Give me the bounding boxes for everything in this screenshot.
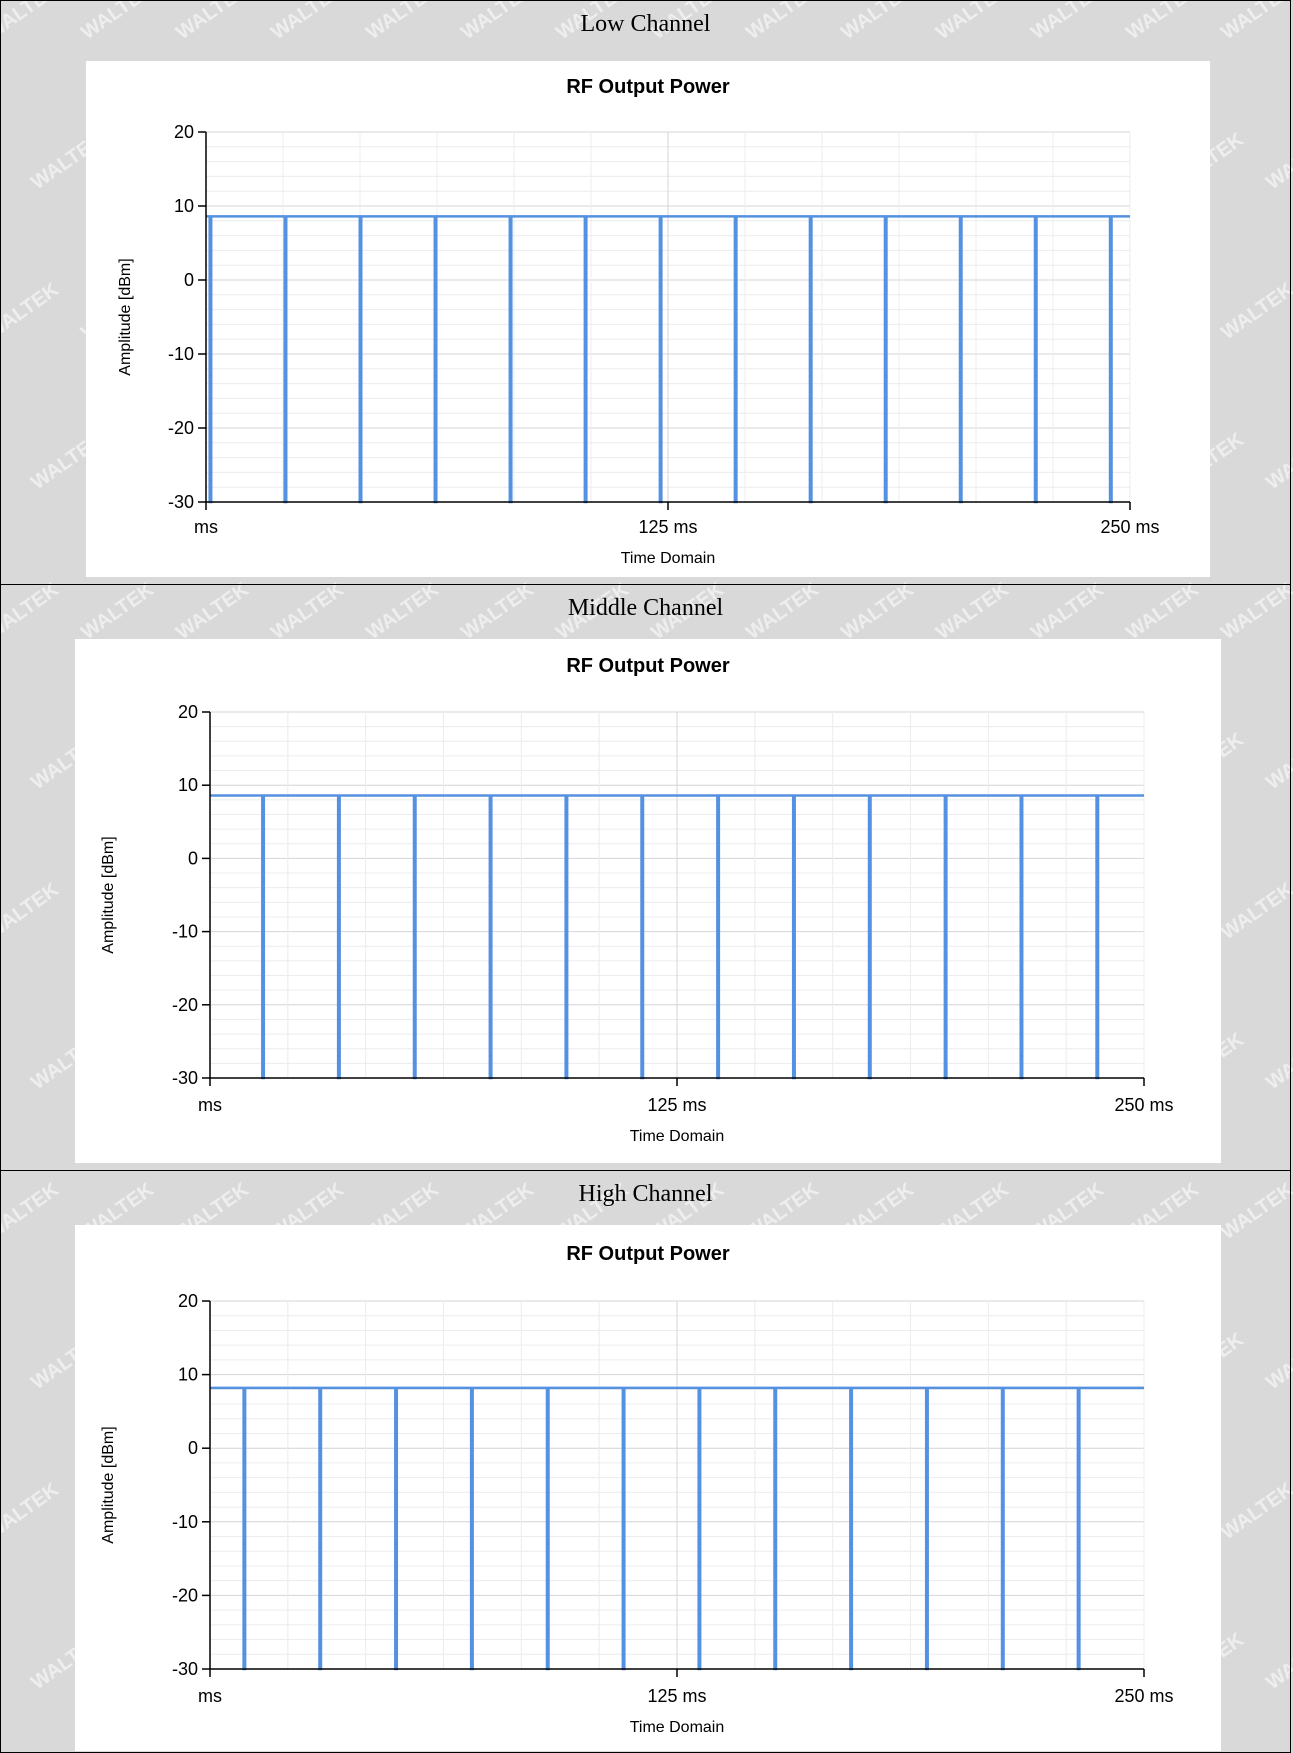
x-tick-label: 250 ms [1100, 517, 1159, 537]
y-axis-title: Amplitude [dBm] [117, 258, 134, 375]
panel-heading: High Channel [578, 1181, 713, 1207]
panel-heading: Low Channel [580, 11, 711, 37]
y-tick-label: -20 [172, 995, 198, 1015]
series-line [210, 1386, 1144, 1671]
cell-high-channel: High Channel RF Output Power 20 10 0 -10 -20 -… [0, 1170, 1291, 1753]
y-tick-label: -20 [168, 418, 194, 438]
y-tick-label: 0 [188, 1438, 198, 1458]
chart-panel: RF Output Power 20 10 0 -10 -20 -30 ms 125 ms 250… [75, 1225, 1221, 1751]
chart-panel: RF Output Power 20 10 0 -10 -20 -30 ms 125 ms 250… [86, 61, 1210, 577]
y-tick-label: 10 [174, 196, 194, 216]
y-tick-label: 20 [178, 702, 198, 722]
grid [209, 711, 1145, 1079]
y-tick-label: 20 [178, 1291, 198, 1311]
x-axis-title: Time Domain [630, 1719, 725, 1736]
y-tick-label: 0 [188, 848, 198, 868]
x-tick-label: ms [198, 1095, 222, 1115]
y-tick-label: -30 [172, 1659, 198, 1679]
x-tick-label: 125 ms [647, 1686, 706, 1706]
y-tick-label: -10 [172, 922, 198, 942]
y-tick-label: -30 [168, 492, 194, 512]
cell-middle-channel: Middle Channel RF Output Power 20 10 0 -10 -2… [0, 584, 1291, 1171]
grid [205, 131, 1131, 503]
series-line [210, 794, 1144, 1080]
panel-heading: Middle Channel [567, 595, 724, 621]
chart-title: RF Output Power [566, 655, 730, 677]
chart-title: RF Output Power [566, 76, 730, 98]
grid [209, 1300, 1145, 1670]
x-axis-title: Time Domain [621, 550, 716, 567]
x-tick-label: 125 ms [638, 517, 697, 537]
y-tick-label: 10 [178, 775, 198, 795]
y-tick-label: -30 [172, 1068, 198, 1088]
y-tick-label: -10 [172, 1512, 198, 1532]
y-tick-label: -10 [168, 344, 194, 364]
y-axis-title: Amplitude [dBm] [100, 836, 117, 953]
y-tick-label: 0 [184, 270, 194, 290]
x-tick-label: 250 ms [1114, 1095, 1173, 1115]
y-axis-title: Amplitude [dBm] [100, 1426, 117, 1543]
x-tick-label: 125 ms [647, 1095, 706, 1115]
chart-title: RF Output Power [566, 1243, 730, 1265]
x-axis-title: Time Domain [630, 1128, 725, 1145]
chart-panel: RF Output Power 20 10 0 -10 -20 -30 ms 125 ms 250… [75, 639, 1221, 1163]
x-tick-label: 250 ms [1114, 1686, 1173, 1706]
y-tick-label: 10 [178, 1365, 198, 1385]
x-tick-label: ms [198, 1686, 222, 1706]
y-tick-label: 20 [174, 122, 194, 142]
cell-low-channel: Low Channel RF Output Power 20 10 0 -10 -20 -3… [0, 0, 1291, 585]
y-tick-label: -20 [172, 1585, 198, 1605]
x-tick-label: ms [194, 517, 218, 537]
